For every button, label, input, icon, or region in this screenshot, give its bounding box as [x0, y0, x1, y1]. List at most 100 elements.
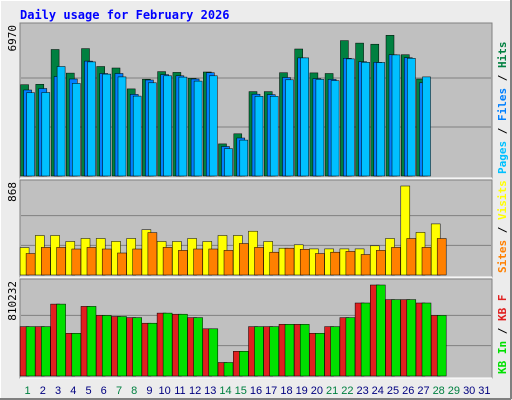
day-label-8: 8: [131, 385, 137, 397]
day-label-18: 18: [280, 385, 292, 397]
axis-label-visits: Visits: [496, 180, 509, 220]
day-label-10: 10: [158, 385, 170, 397]
bar-sites-day-20: [315, 253, 325, 276]
bar-pages-day-27: [422, 76, 431, 177]
series-pages: [26, 54, 431, 177]
day-label-5: 5: [85, 385, 91, 397]
bar-pages-day-26: [407, 58, 416, 177]
bar-sites-day-27: [421, 247, 432, 276]
day-label-13: 13: [204, 385, 216, 397]
day-label-7: 7: [116, 385, 122, 397]
day-label-15: 15: [235, 385, 247, 397]
bar-sites-day-9: [147, 232, 158, 276]
series-axis-label: KB In / KB F: [496, 295, 509, 375]
bar-pages-day-25: [391, 54, 401, 177]
day-label-3: 3: [55, 385, 61, 397]
bar-sites-day-1: [25, 253, 36, 276]
day-label-9: 9: [146, 385, 152, 397]
bar-pages-day-8: [132, 95, 142, 177]
bar-sites-day-19: [299, 249, 310, 276]
series-axis-label: Pages / Files / Hits: [496, 42, 509, 175]
bar-kb-in-day-18: [284, 324, 295, 377]
series-kb-f: [19, 284, 441, 377]
bar-sites-day-18: [284, 247, 295, 276]
day-label-17: 17: [265, 385, 277, 397]
bar-pages-day-17: [269, 96, 279, 177]
day-label-20: 20: [311, 385, 323, 397]
bar-pages-day-9: [148, 82, 157, 177]
bar-sites-day-11: [178, 250, 188, 276]
bar-kb-in-day-19: [299, 324, 310, 377]
series-axis-label: Sites / Visits: [496, 180, 509, 273]
bar-kb-in-day-26: [406, 299, 417, 377]
axis-label-kb-f: KB F: [496, 295, 509, 322]
bar-sites-day-14: [223, 250, 234, 276]
day-label-11: 11: [174, 385, 185, 397]
day-label-22: 22: [341, 385, 353, 397]
bar-pages-day-15: [239, 139, 249, 177]
axis-label-separator: /: [496, 220, 509, 240]
bar-kb-in-day-25: [391, 299, 401, 377]
bar-kb-in-day-3: [56, 303, 66, 377]
y-max-label: 810232: [6, 281, 19, 321]
bar-sites-day-24: [376, 250, 386, 276]
bar-kb-in-day-20: [315, 333, 325, 377]
bar-pages-day-12: [193, 80, 203, 177]
axis-label-files: Files: [496, 88, 509, 121]
day-label-12: 12: [189, 385, 201, 397]
day-label-14: 14: [219, 385, 231, 397]
bar-sites-day-28: [436, 238, 447, 276]
bar-pages-day-2: [41, 92, 51, 177]
bar-pages-day-14: [224, 148, 233, 177]
series-kb-in: [25, 284, 447, 377]
series-visits: [19, 185, 441, 276]
chart-title: Daily usage for February 2026: [20, 8, 230, 22]
bar-sites-day-8: [132, 248, 142, 276]
bar-sites-day-7: [117, 252, 127, 276]
bar-pages-day-20: [315, 79, 325, 177]
bar-kb-in-day-17: [269, 326, 279, 377]
axis-label-sites: Sites: [496, 240, 509, 273]
bar-kb-in-day-5: [86, 306, 97, 377]
bar-pages-day-1: [26, 92, 35, 177]
bar-sites-day-12: [193, 248, 203, 276]
bar-pages-day-13: [209, 75, 218, 177]
bar-pages-day-4: [72, 83, 81, 177]
bar-sites-day-15: [239, 243, 249, 276]
bar-kb-in-day-22: [345, 317, 356, 377]
y-max-label: 868: [6, 182, 19, 202]
bar-kb-in-day-21: [330, 326, 340, 377]
axis-label-pages: Pages: [496, 141, 509, 174]
bar-pages-day-10: [163, 75, 172, 177]
panel-visits-sites: 868 Sites / Visits: [6, 179, 509, 278]
axis-label-separator: /: [496, 321, 509, 341]
bar-sites-day-3: [56, 247, 66, 276]
bar-visits-day-26: [400, 185, 411, 276]
bar-kb-in-day-6: [101, 315, 112, 377]
axis-label-kb-in: KB In: [496, 341, 509, 374]
bar-pages-day-3: [56, 66, 66, 177]
bar-sites-day-4: [71, 248, 82, 276]
bar-sites-day-22: [345, 251, 356, 276]
bar-sites-day-26: [406, 238, 417, 276]
bar-sites-day-23: [360, 254, 371, 276]
series-sites: [25, 232, 447, 276]
bar-kb-in-day-16: [254, 326, 264, 377]
bar-pages-day-16: [254, 96, 264, 177]
bar-sites-day-5: [86, 247, 97, 276]
bar-sites-day-13: [208, 248, 219, 276]
bar-sites-day-21: [330, 251, 340, 276]
bar-kb-in-day-27: [421, 302, 432, 377]
day-label-30: 30: [463, 385, 475, 397]
bar-kb-in-day-1: [25, 326, 36, 377]
panel-hits-files-pages: 6970 Pages / Files / Hits: [6, 22, 509, 179]
bar-pages-day-24: [376, 62, 386, 177]
bar-pages-day-11: [178, 76, 188, 177]
bar-kb-in-day-23: [360, 302, 371, 377]
day-label-4: 4: [70, 385, 76, 397]
day-label-23: 23: [356, 385, 368, 397]
bar-sites-day-16: [254, 247, 264, 276]
day-label-29: 29: [448, 385, 460, 397]
bar-kb-in-day-8: [132, 317, 142, 377]
